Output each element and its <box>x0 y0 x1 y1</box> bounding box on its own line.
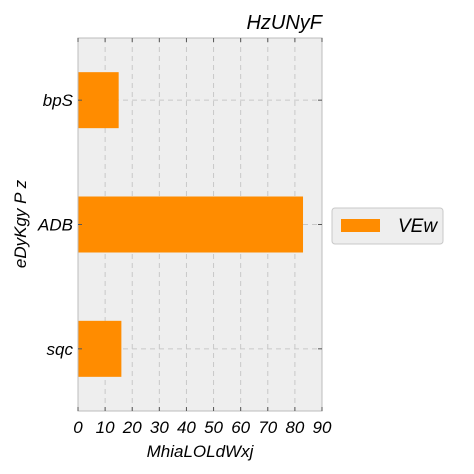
x-tick-label: 10 <box>96 418 115 437</box>
x-tick-label: 30 <box>150 418 169 437</box>
x-tick-label: 40 <box>177 418 196 437</box>
bars <box>78 72 304 377</box>
y-tick-label: sqc <box>47 340 74 359</box>
bar-bpS <box>78 72 119 129</box>
legend-frame <box>331 207 444 245</box>
x-axis-ticks: 0 10 20 30 40 50 60 70 80 90 <box>73 38 332 437</box>
x-tick-label: 60 <box>231 418 250 437</box>
x-tick-label: 70 <box>258 418 277 437</box>
y-axis-label: eDyKgy P z <box>11 179 30 268</box>
x-tick-label: 20 <box>122 418 142 437</box>
y-tick-label: bpS <box>43 91 74 110</box>
bar-ADB <box>78 196 304 253</box>
y-axis-ticks: bpS ADB sqc <box>37 91 322 359</box>
x-tick-label: 90 <box>313 418 332 437</box>
x-tick-label: 80 <box>285 418 304 437</box>
chart-title: HzUNyF <box>246 12 323 34</box>
legend: VEw <box>331 207 444 245</box>
x-axis-label: MhiaLOLdWxj <box>147 442 255 461</box>
x-tick-label: 50 <box>204 418 223 437</box>
legend-swatch <box>341 219 380 232</box>
legend-label: VEw <box>398 216 438 237</box>
x-tick-label: 0 <box>73 418 83 437</box>
bar-sqc <box>78 320 122 377</box>
y-tick-label: ADB <box>37 216 73 235</box>
